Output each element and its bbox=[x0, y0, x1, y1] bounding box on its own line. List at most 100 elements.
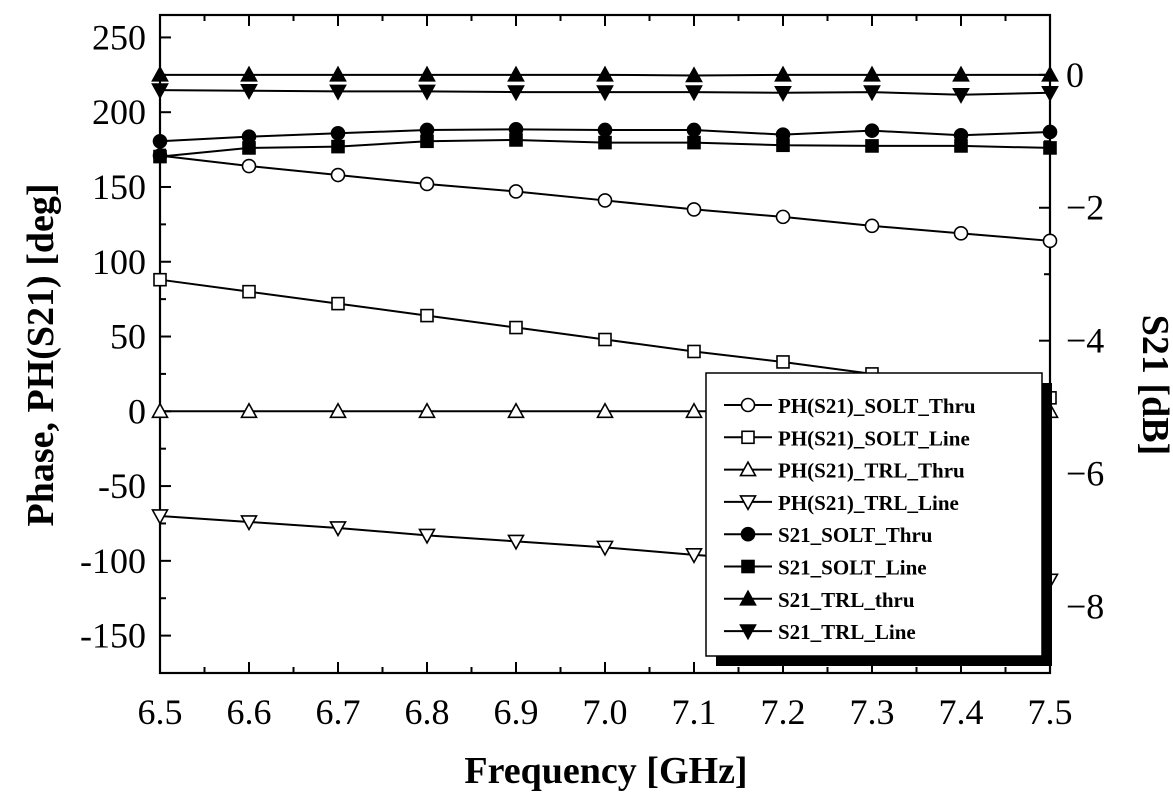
legend-marker bbox=[739, 495, 757, 512]
y-tick-label: -50 bbox=[98, 466, 146, 506]
data-point bbox=[420, 308, 434, 323]
legend-label: PH(S21)_TRL_Line bbox=[778, 491, 959, 515]
data-point bbox=[685, 85, 703, 102]
data-point bbox=[687, 344, 701, 359]
legend-item: PH(S21)_SOLT_Line bbox=[724, 426, 970, 450]
y2-tick-label: −2 bbox=[1066, 188, 1104, 228]
data-point bbox=[329, 84, 347, 101]
data-point bbox=[329, 65, 347, 82]
data-point bbox=[330, 167, 346, 183]
data-point bbox=[685, 548, 703, 565]
x-tick-label: 7.2 bbox=[761, 692, 806, 732]
x-axis-title: Frequency [GHz] bbox=[464, 750, 747, 792]
data-point bbox=[240, 515, 258, 532]
legend-label: PH(S21)_TRL_Thru bbox=[778, 459, 965, 483]
legend-label: S21_SOLT_Thru bbox=[778, 523, 933, 547]
data-point bbox=[153, 272, 167, 287]
data-point bbox=[1042, 233, 1058, 249]
data-point bbox=[596, 402, 614, 419]
legend-item: S21_TRL_thru bbox=[724, 588, 915, 612]
data-point bbox=[242, 141, 256, 155]
legend-item: PH(S21)_TRL_Thru bbox=[724, 459, 965, 483]
legend-item: S21_TRL_Line bbox=[724, 620, 916, 644]
legend-marker bbox=[739, 460, 757, 477]
data-point bbox=[331, 139, 345, 154]
data-point bbox=[775, 209, 791, 225]
x-tick-label: 7.0 bbox=[583, 692, 628, 732]
y-tick-label: 250 bbox=[92, 17, 146, 57]
data-point bbox=[418, 528, 436, 545]
data-point bbox=[329, 402, 347, 419]
data-point bbox=[151, 65, 169, 82]
plot-frame-layer: 6.5 6.6 6.7 6.8 6.9 7.0 7.1 7.2 7.3 7.4 7.5 250 200 1… bbox=[80, 13, 1104, 732]
legend-marker bbox=[740, 397, 756, 413]
x-tick-label: 7.5 bbox=[1028, 692, 1073, 732]
series-S21_SOLT_Line bbox=[153, 133, 1057, 164]
data-point bbox=[596, 85, 614, 102]
x-tick-label: 7.1 bbox=[672, 692, 717, 732]
x-tick-label: 7.4 bbox=[939, 692, 984, 732]
legend-marker bbox=[741, 559, 755, 574]
data-point bbox=[865, 139, 879, 153]
data-point bbox=[153, 149, 167, 164]
series-PH(S21)_SOLT_Thru bbox=[152, 148, 1058, 249]
data-point bbox=[685, 402, 703, 419]
data-point bbox=[776, 355, 790, 369]
data-point bbox=[952, 87, 970, 104]
data-point bbox=[507, 534, 525, 551]
y2-tick-label: −8 bbox=[1066, 587, 1104, 627]
data-point bbox=[331, 296, 345, 311]
legend-marker bbox=[739, 589, 757, 606]
legend-label: PH(S21)_SOLT_Thru bbox=[778, 394, 976, 418]
y2-tick-label: 0 bbox=[1066, 55, 1084, 95]
legend-item: PH(S21)_TRL_Line bbox=[724, 491, 959, 515]
y-tick-label: 150 bbox=[92, 167, 146, 207]
x-tick-label: 6.7 bbox=[316, 692, 361, 732]
data-point bbox=[774, 65, 792, 82]
data-point bbox=[151, 402, 169, 419]
data-point bbox=[1043, 141, 1057, 155]
x-tick-label: 7.3 bbox=[850, 692, 895, 732]
data-point bbox=[419, 176, 435, 192]
x-tick-label: 6.6 bbox=[227, 692, 272, 732]
data-point bbox=[508, 184, 524, 199]
data-point bbox=[598, 332, 612, 347]
legend-box bbox=[705, 372, 1043, 657]
data-point bbox=[863, 85, 881, 102]
data-point bbox=[774, 85, 792, 102]
y-tick-label: 100 bbox=[92, 242, 146, 282]
data-point bbox=[507, 85, 525, 102]
data-point bbox=[598, 135, 612, 150]
series-S21_TRL_thru bbox=[151, 65, 1059, 83]
legend: PH(S21)_SOLT_Thru PH(S21)_SOLT_Line PH(S21… bbox=[705, 372, 1052, 666]
y-tick-label: 0 bbox=[128, 391, 146, 431]
data-point bbox=[687, 135, 701, 150]
data-point bbox=[954, 139, 968, 153]
data-point bbox=[953, 226, 969, 241]
y2-axis-title: S21 [dB] bbox=[1134, 315, 1173, 455]
data-point bbox=[776, 138, 790, 153]
data-point bbox=[597, 193, 613, 208]
x-tick-label: 6.9 bbox=[494, 692, 539, 732]
y-tick-label: -150 bbox=[80, 616, 146, 656]
data-point bbox=[507, 402, 525, 419]
data-point bbox=[1041, 65, 1059, 82]
y-axis-title: Phase, PH(S21) [deg] bbox=[20, 183, 62, 526]
data-point bbox=[420, 134, 434, 149]
legend-label: S21_SOLT_Line bbox=[778, 556, 927, 580]
x-tick-label: 6.5 bbox=[138, 692, 183, 732]
data-point bbox=[330, 126, 346, 141]
data-point bbox=[418, 402, 436, 419]
data-point bbox=[1041, 85, 1059, 102]
x-tick-label: 6.8 bbox=[405, 692, 450, 732]
y-tick-label: -100 bbox=[80, 541, 146, 581]
data-point bbox=[240, 402, 258, 419]
data-point bbox=[686, 122, 702, 138]
y-tick-label: 50 bbox=[110, 317, 146, 357]
legend-marker bbox=[740, 526, 756, 542]
data-point bbox=[240, 65, 258, 82]
data-point bbox=[151, 83, 169, 100]
legend-item: S21_SOLT_Thru bbox=[724, 523, 933, 547]
y-tick-label: 200 bbox=[92, 92, 146, 132]
